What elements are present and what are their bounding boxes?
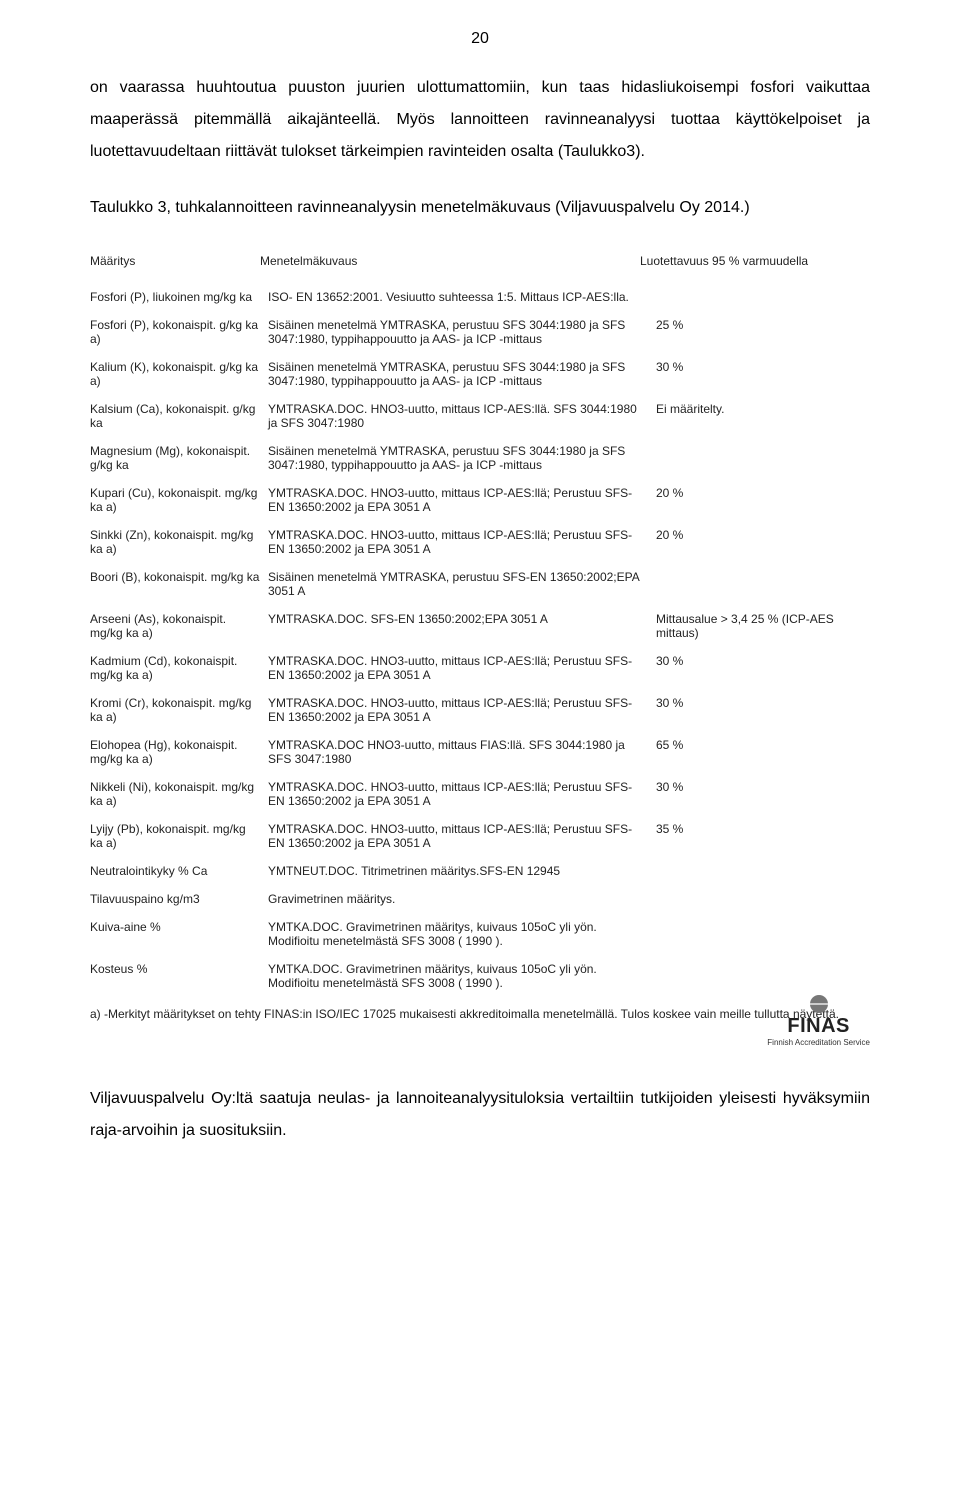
table-cell-col3 bbox=[656, 290, 856, 304]
table-cell-col1: Lyijy (Pb), kokonaispit. mg/kg ka a) bbox=[90, 822, 268, 850]
table-cell-col1: Kromi (Cr), kokonaispit. mg/kg ka a) bbox=[90, 696, 268, 724]
table-header-col2: Menetelmäkuvaus bbox=[260, 254, 640, 268]
table-cell-col1: Kosteus % bbox=[90, 962, 268, 990]
table-cell-col2: Sisäinen menetelmä YMTRASKA, perustuu SF… bbox=[268, 318, 656, 346]
table-cell-col2: YMTRASKA.DOC. HNO3-uutto, mittaus ICP-AE… bbox=[268, 402, 656, 430]
table-cell-col3 bbox=[656, 444, 856, 472]
table-cell-col3 bbox=[656, 962, 856, 990]
table-cell-col3 bbox=[656, 892, 856, 906]
table-row: Kupari (Cu), kokonaispit. mg/kg ka a)YMT… bbox=[90, 482, 870, 524]
table-cell-col1: Boori (B), kokonaispit. mg/kg ka bbox=[90, 570, 268, 598]
table-cell-col2: Sisäinen menetelmä YMTRASKA, perustuu SF… bbox=[268, 570, 656, 598]
table-cell-col2: YMTRASKA.DOC. HNO3-uutto, mittaus ICP-AE… bbox=[268, 486, 656, 514]
table-row: Sinkki (Zn), kokonaispit. mg/kg ka a)YMT… bbox=[90, 524, 870, 566]
table-cell-col2: YMTNEUT.DOC. Titrimetrinen määritys.SFS-… bbox=[268, 864, 656, 878]
table-row: Fosfori (P), liukoinen mg/kg kaISO- EN 1… bbox=[90, 286, 870, 314]
paragraph-3: Viljavuuspalvelu Oy:ltä saatuja neulas- … bbox=[90, 1083, 870, 1147]
table-cell-col1: Arseeni (As), kokonaispit. mg/kg ka a) bbox=[90, 612, 268, 640]
table-cell-col1: Magnesium (Mg), kokonaispit. g/kg ka bbox=[90, 444, 268, 472]
table-cell-col1: Nikkeli (Ni), kokonaispit. mg/kg ka a) bbox=[90, 780, 268, 808]
table-row: Kadmium (Cd), kokonaispit. mg/kg ka a)YM… bbox=[90, 650, 870, 692]
table-row: Nikkeli (Ni), kokonaispit. mg/kg ka a)YM… bbox=[90, 776, 870, 818]
table-cell-col1: Neutralointikyky % Ca bbox=[90, 864, 268, 878]
table-cell-col2: YMTKA.DOC. Gravimetrinen määritys, kuiva… bbox=[268, 962, 656, 990]
table-cell-col2: YMTRASKA.DOC HNO3-uutto, mittaus FIAS:ll… bbox=[268, 738, 656, 766]
table-cell-col3: 30 % bbox=[656, 654, 856, 682]
table-cell-col2: Sisäinen menetelmä YMTRASKA, perustuu SF… bbox=[268, 360, 656, 388]
table-cell-col3 bbox=[656, 570, 856, 598]
table-cell-col3: 25 % bbox=[656, 318, 856, 346]
table-cell-col3: 30 % bbox=[656, 696, 856, 724]
analysis-table: Määritys Menetelmäkuvaus Luotettavuus 95… bbox=[90, 248, 870, 1047]
table-body: Fosfori (P), liukoinen mg/kg kaISO- EN 1… bbox=[90, 286, 870, 1000]
table-cell-col3: 30 % bbox=[656, 780, 856, 808]
page-number: 20 bbox=[90, 30, 870, 48]
finas-logo: FINAS Finnish Accreditation Service bbox=[767, 995, 870, 1047]
table-row: Elohopea (Hg), kokonaispit. mg/kg ka a)Y… bbox=[90, 734, 870, 776]
table-header-row: Määritys Menetelmäkuvaus Luotettavuus 95… bbox=[90, 248, 870, 286]
table-cell-col1: Sinkki (Zn), kokonaispit. mg/kg ka a) bbox=[90, 528, 268, 556]
table-cell-col1: Elohopea (Hg), kokonaispit. mg/kg ka a) bbox=[90, 738, 268, 766]
paragraph-1: on vaarassa huuhtoutua puuston juurien u… bbox=[90, 72, 870, 168]
table-cell-col3 bbox=[656, 920, 856, 948]
table-cell-col3: 30 % bbox=[656, 360, 856, 388]
table-cell-col2: YMTRASKA.DOC. HNO3-uutto, mittaus ICP-AE… bbox=[268, 780, 656, 808]
table-cell-col2: YMTRASKA.DOC. SFS-EN 13650:2002;EPA 3051… bbox=[268, 612, 656, 640]
table-cell-col1: Fosfori (P), kokonaispit. g/kg ka a) bbox=[90, 318, 268, 346]
table-cell-col3: Ei määritelty. bbox=[656, 402, 856, 430]
table-header-col3: Luotettavuus 95 % varmuudella bbox=[640, 254, 840, 268]
table-cell-col1: Fosfori (P), liukoinen mg/kg ka bbox=[90, 290, 268, 304]
table-cell-col3: Mittausalue > 3,4 25 % (ICP-AES mittaus) bbox=[656, 612, 856, 640]
table-cell-col2: YMTRASKA.DOC. HNO3-uutto, mittaus ICP-AE… bbox=[268, 654, 656, 682]
table-row: Kosteus %YMTKA.DOC. Gravimetrinen määrit… bbox=[90, 958, 870, 1000]
finas-logo-sub: Finnish Accreditation Service bbox=[767, 1038, 870, 1047]
table-cell-col1: Tilavuuspaino kg/m3 bbox=[90, 892, 268, 906]
table-cell-col3: 35 % bbox=[656, 822, 856, 850]
table-row: Kalium (K), kokonaispit. g/kg ka a)Sisäi… bbox=[90, 356, 870, 398]
table-row: Magnesium (Mg), kokonaispit. g/kg kaSisä… bbox=[90, 440, 870, 482]
table-row: Neutralointikyky % CaYMTNEUT.DOC. Titrim… bbox=[90, 860, 870, 888]
table-cell-col2: Sisäinen menetelmä YMTRASKA, perustuu SF… bbox=[268, 444, 656, 472]
table-row: Kalsium (Ca), kokonaispit. g/kg kaYMTRAS… bbox=[90, 398, 870, 440]
table-cell-col1: Kalium (K), kokonaispit. g/kg ka a) bbox=[90, 360, 268, 388]
table-row: Tilavuuspaino kg/m3Gravimetrinen määrity… bbox=[90, 888, 870, 916]
table-row: Arseeni (As), kokonaispit. mg/kg ka a)YM… bbox=[90, 608, 870, 650]
table-row: Kuiva-aine %YMTKA.DOC. Gravimetrinen mää… bbox=[90, 916, 870, 958]
table-cell-col1: Kadmium (Cd), kokonaispit. mg/kg ka a) bbox=[90, 654, 268, 682]
table-cell-col2: YMTRASKA.DOC. HNO3-uutto, mittaus ICP-AE… bbox=[268, 528, 656, 556]
table-row: Boori (B), kokonaispit. mg/kg kaSisäinen… bbox=[90, 566, 870, 608]
table-cell-col3 bbox=[656, 864, 856, 878]
table-cell-col2: YMTRASKA.DOC. HNO3-uutto, mittaus ICP-AE… bbox=[268, 696, 656, 724]
table-row: Lyijy (Pb), kokonaispit. mg/kg ka a)YMTR… bbox=[90, 818, 870, 860]
table-cell-col1: Kupari (Cu), kokonaispit. mg/kg ka a) bbox=[90, 486, 268, 514]
table-cell-col2: Gravimetrinen määritys. bbox=[268, 892, 656, 906]
table-row: Fosfori (P), kokonaispit. g/kg ka a)Sisä… bbox=[90, 314, 870, 356]
table-caption: Taulukko 3, tuhkalannoitteen ravinneanal… bbox=[90, 192, 870, 224]
table-cell-col3: 20 % bbox=[656, 528, 856, 556]
finas-logo-name: FINAS bbox=[787, 1015, 850, 1038]
table-cell-col2: YMTKA.DOC. Gravimetrinen määritys, kuiva… bbox=[268, 920, 656, 948]
table-cell-col1: Kuiva-aine % bbox=[90, 920, 268, 948]
table-header-col1: Määritys bbox=[90, 254, 260, 268]
table-cell-col2: YMTRASKA.DOC. HNO3-uutto, mittaus ICP-AE… bbox=[268, 822, 656, 850]
table-cell-col3: 20 % bbox=[656, 486, 856, 514]
table-cell-col1: Kalsium (Ca), kokonaispit. g/kg ka bbox=[90, 402, 268, 430]
finas-mark-icon bbox=[810, 995, 828, 1013]
table-cell-col3: 65 % bbox=[656, 738, 856, 766]
table-cell-col2: ISO- EN 13652:2001. Vesiuutto suhteessa … bbox=[268, 290, 656, 304]
table-row: Kromi (Cr), kokonaispit. mg/kg ka a)YMTR… bbox=[90, 692, 870, 734]
